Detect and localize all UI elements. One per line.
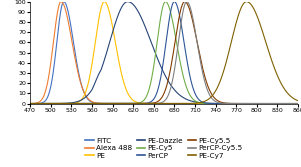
Legend: FITC, Alexa 488, PE, PE-Dazzle, PE-Cy5, PerCP, PE-Cy5.5, PerCP-Cy5.5, PE-Cy7: FITC, Alexa 488, PE, PE-Dazzle, PE-Cy5, … xyxy=(85,138,243,159)
